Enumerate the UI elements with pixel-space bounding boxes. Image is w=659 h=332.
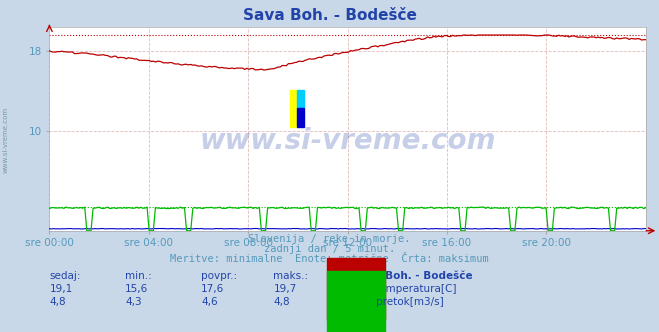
Text: 15,6: 15,6 [125,284,148,294]
Text: 19,1: 19,1 [49,284,72,294]
Text: zadnji dan / 5 minut.: zadnji dan / 5 minut. [264,244,395,254]
Text: www.si-vreme.com: www.si-vreme.com [200,127,496,155]
Text: pretok[m3/s]: pretok[m3/s] [376,297,444,307]
Text: www.si-vreme.com: www.si-vreme.com [2,106,9,173]
Text: maks.:: maks.: [273,271,308,281]
Bar [297,90,304,108]
Text: povpr.:: povpr.: [201,271,237,281]
Text: 4,6: 4,6 [201,297,217,307]
Text: 17,6: 17,6 [201,284,224,294]
Text: 4,8: 4,8 [49,297,66,307]
Text: Slovenija / reke in morje.: Slovenija / reke in morje. [248,234,411,244]
Text: sedaj:: sedaj: [49,271,81,281]
Text: Sava Boh. - Bodešče: Sava Boh. - Bodešče [243,8,416,23]
Bar [297,108,304,126]
Text: Meritve: minimalne  Enote: metrične  Črta: maksimum: Meritve: minimalne Enote: metrične Črta:… [170,254,489,264]
Text: min.:: min.: [125,271,152,281]
Text: 19,7: 19,7 [273,284,297,294]
Text: Sava Boh. - Bodešče: Sava Boh. - Bodešče [353,271,473,281]
Text: temperatura[C]: temperatura[C] [376,284,457,294]
Text: 4,8: 4,8 [273,297,290,307]
Bar [290,90,297,126]
Text: 4,3: 4,3 [125,297,142,307]
